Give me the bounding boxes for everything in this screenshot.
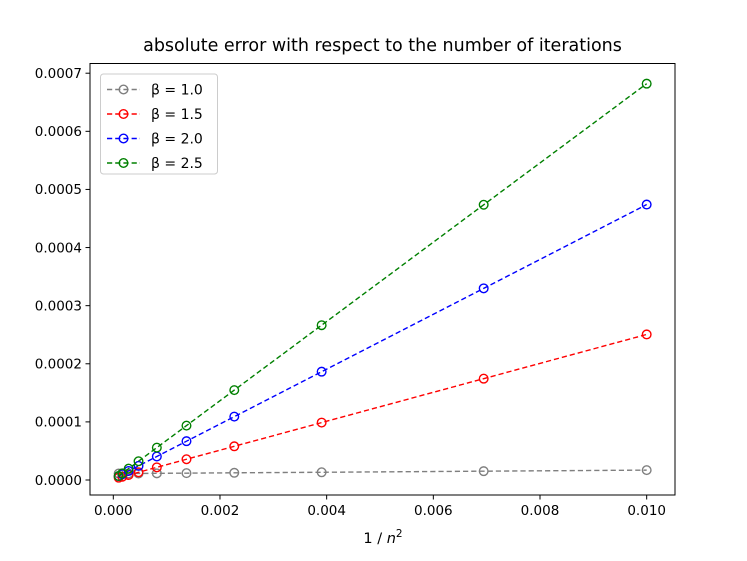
legend-entry-label: β = 2.0 [151,131,203,147]
data-point-marker-β = 2.0 [316,366,327,377]
data-point-marker-β = 1.0 [181,468,192,479]
y-tick-label: 0.0003 [35,298,82,314]
y-tick-label: 0.0001 [35,415,82,431]
data-point-marker-β = 2.5 [478,199,489,210]
data-point-marker-β = 1.5 [151,462,162,473]
data-point-marker-β = 2.0 [133,460,144,471]
data-point-marker-β = 1.5 [133,467,144,478]
series-line-β = 2.0 [118,203,647,477]
series-line-β = 1.0 [118,469,647,475]
data-point-marker-β = 1.0 [151,468,162,479]
legend-marker-sample [118,157,129,168]
legend-marker-sample [118,133,129,144]
legend-marker-sample [118,108,129,119]
data-point-marker-β = 1.0 [229,467,240,478]
y-tick-label: 0.0000 [35,473,82,489]
data-point-marker-β = 2.5 [641,78,652,89]
x-tick-label: 0.008 [521,503,560,519]
data-point-marker-β = 2.5 [123,463,134,474]
data-point-marker-β = 1.0 [316,467,327,478]
y-tick-label: 0.0005 [35,182,82,198]
x-tick-label: 0.004 [307,503,346,519]
x-axis-label-prefix: 1 / [363,531,386,547]
data-point-marker-β = 1.5 [478,373,489,384]
data-point-marker-β = 2.5 [229,385,240,396]
x-axis-label-exponent: 2 [396,528,403,540]
plot-area: 0.000 0.002 0.004 0.006 0.008 0.010 0.0000 0.00… [35,63,676,519]
x-axis-label-variable: n [387,531,396,547]
axes-frame [89,63,676,496]
x-tick-label: 0.006 [414,503,453,519]
data-point-marker-β = 2.0 [478,283,489,294]
legend-box [100,73,218,175]
data-point-marker-β = 2.0 [641,199,652,210]
y-tick-label: 0.0004 [35,240,82,256]
legend-marker-sample [118,84,129,95]
y-tick-label: 0.0006 [35,124,82,140]
data-point-marker-β = 1.0 [478,466,489,477]
legend-entry-label: β = 1.5 [151,107,203,123]
data-point-marker-β = 2.0 [181,436,192,447]
data-point-marker-β = 1.5 [641,329,652,340]
legend-entry-label: β = 1.0 [151,82,203,98]
y-tick-label: 0.0002 [35,357,82,373]
x-tick-label: 0.002 [201,503,240,519]
data-point-marker-β = 1.0 [641,465,652,476]
x-axis-label: 1 / n2 [363,528,402,547]
legend-entry-label: β = 2.5 [151,156,203,172]
data-point-marker-β = 1.5 [316,417,327,428]
data-point-marker-β = 1.5 [229,441,240,452]
data-point-marker-β = 2.5 [117,468,128,479]
data-point-marker-β = 2.5 [151,442,162,453]
chart-title: absolute error with respect to the numbe… [143,36,622,56]
x-tick-label: 0.010 [627,503,666,519]
data-point-marker-β = 2.5 [133,456,144,467]
data-point-marker-β = 2.0 [229,411,240,422]
data-point-marker-β = 2.5 [316,320,327,331]
x-tick-label: 0.000 [94,503,133,519]
data-point-marker-β = 2.5 [181,420,192,431]
data-point-marker-β = 1.5 [181,454,192,465]
y-tick-label: 0.0007 [35,66,82,82]
